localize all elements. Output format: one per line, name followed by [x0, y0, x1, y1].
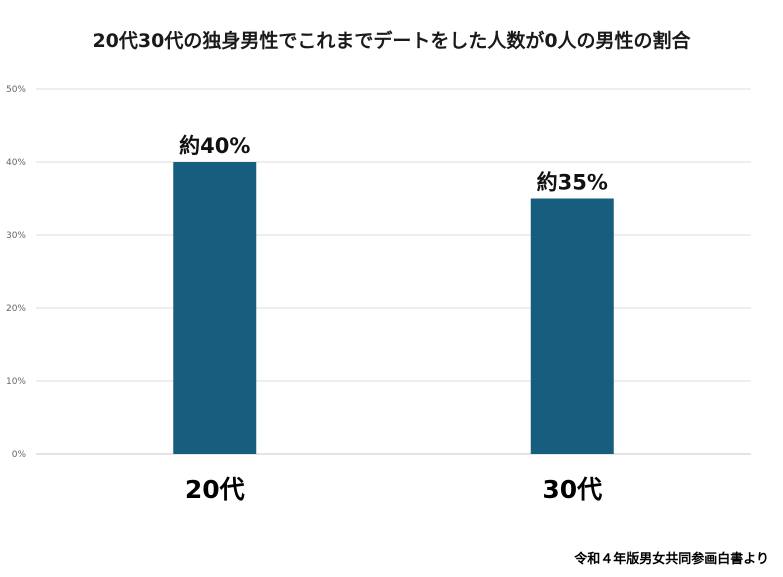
y-tick-label: 50%: [6, 85, 26, 95]
chart-title: 20代30代の独身男性でこれまでデートをした人数が0人の男性の割合: [92, 30, 691, 52]
x-category-label: 30代: [542, 475, 602, 504]
x-category-label: 20代: [185, 475, 245, 504]
bar: [173, 162, 257, 454]
y-tick-label: 30%: [6, 231, 26, 241]
source-note: 令和４年版男女共同参画白書より: [574, 552, 769, 567]
y-tick-label: 10%: [6, 377, 26, 387]
y-tick-label: 0%: [12, 450, 27, 460]
data-label: 約35%: [537, 171, 608, 195]
y-tick-label: 40%: [6, 158, 26, 168]
y-tick-label: 20%: [6, 304, 26, 314]
data-label: 約40%: [179, 134, 250, 158]
bar: [530, 198, 614, 454]
